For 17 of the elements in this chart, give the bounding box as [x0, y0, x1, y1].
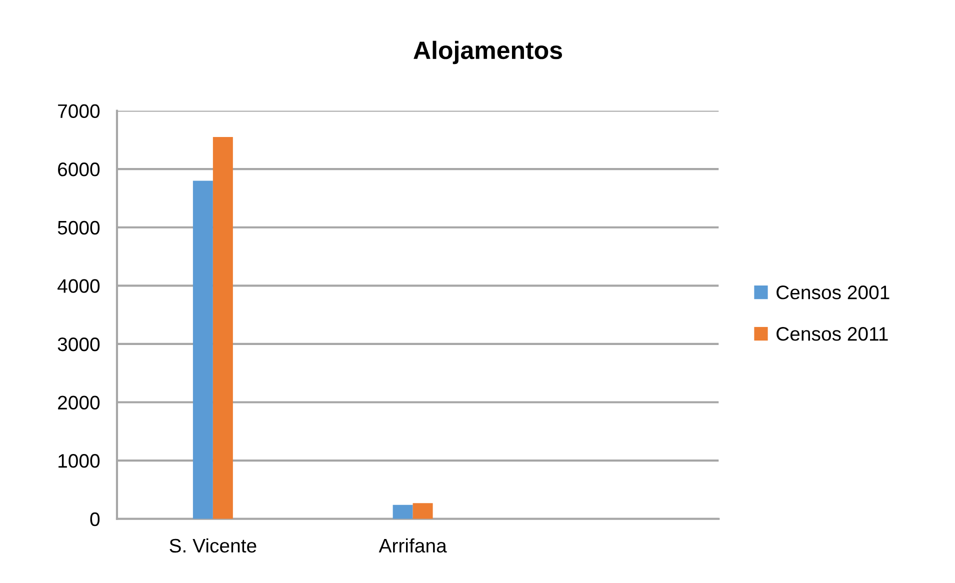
bar	[212, 137, 233, 519]
legend-label: Censos 2011	[776, 327, 888, 341]
y-tick-label: 4000	[58, 279, 100, 293]
y-tick-label: 6000	[58, 162, 100, 176]
y-tick-label: 3000	[58, 337, 100, 352]
legend-label: Censos 2001	[776, 286, 890, 300]
x-tick-label: Arrifana	[378, 538, 447, 553]
bar	[412, 503, 433, 519]
y-tick-label: 1000	[58, 454, 100, 468]
bar	[192, 180, 213, 519]
y-tick-label: 2000	[58, 396, 100, 410]
y-tick-label: 5000	[58, 220, 100, 235]
bar	[392, 504, 413, 519]
chart-title: Alojamentos	[414, 40, 562, 64]
y-tick-label: 7000	[58, 104, 100, 118]
y-tick-label: 0	[90, 512, 100, 526]
x-tick-label: S. Vicente	[170, 538, 256, 553]
